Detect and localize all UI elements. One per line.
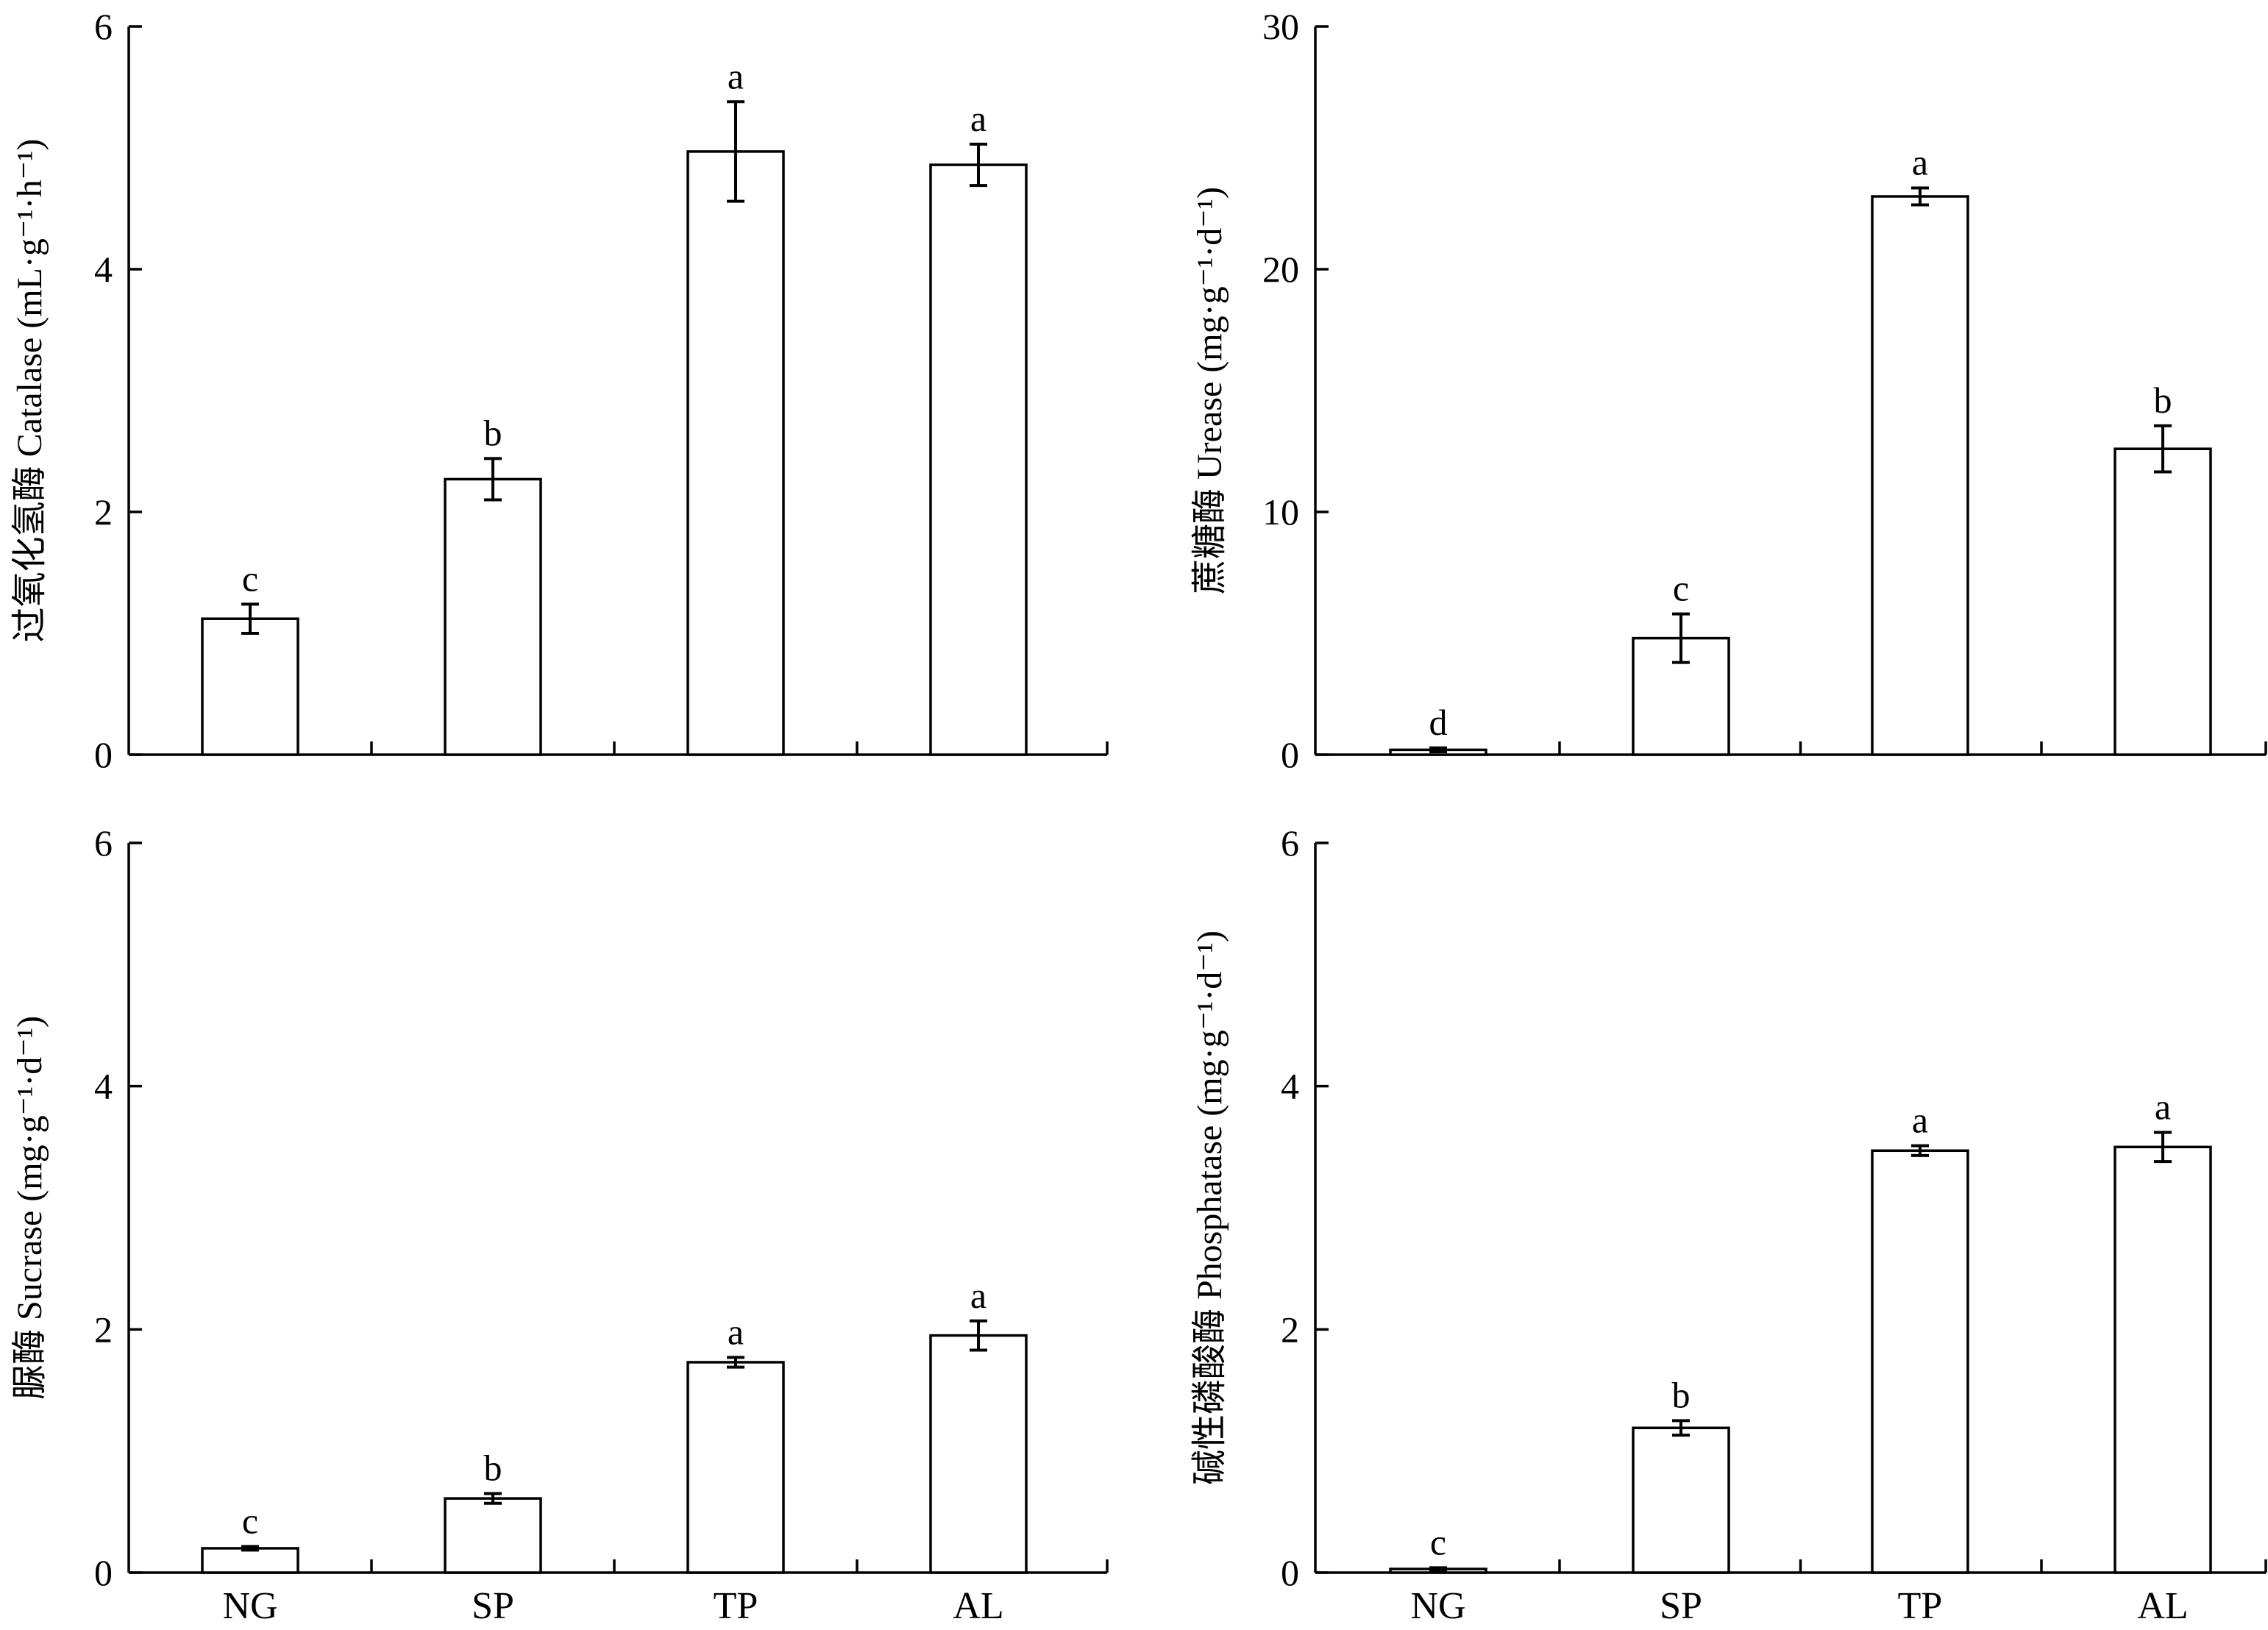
y-tick-label: 2 bbox=[94, 1309, 113, 1350]
y-tick-label: 6 bbox=[94, 6, 113, 47]
significance-label: c bbox=[1430, 1521, 1446, 1562]
bar-al bbox=[929, 163, 1028, 756]
significance-label: b bbox=[484, 1448, 502, 1489]
bar-al bbox=[2114, 1145, 2212, 1574]
y-tick-label: 2 bbox=[94, 491, 113, 533]
y-tick-label: 0 bbox=[94, 734, 113, 775]
y-axis-title-cn: 碱性磷酸酶 bbox=[1190, 1309, 1229, 1485]
y-axis-title-unit: (mg·g⁻¹·d⁻¹) bbox=[10, 1016, 49, 1211]
bar-tp bbox=[686, 1361, 785, 1574]
y-tick-label: 10 bbox=[1262, 491, 1299, 533]
bar-ng bbox=[201, 617, 299, 756]
y-axis-title: 过氧化氢酶 Catalase (mL·g⁻¹·h⁻¹) bbox=[10, 139, 49, 643]
bar-tp bbox=[686, 150, 785, 756]
y-tick-label: 4 bbox=[94, 1066, 113, 1107]
y-axis-title: 碱性磷酸酶 Phosphatase (mg·g⁻¹·d⁻¹) bbox=[1190, 930, 1229, 1485]
significance-label: a bbox=[2155, 1086, 2171, 1127]
significance-label: a bbox=[1912, 141, 1928, 182]
significance-label: c bbox=[242, 558, 258, 599]
y-axis-title: 脲酶 Sucrase (mg·g⁻¹·d⁻¹) bbox=[10, 1016, 49, 1400]
y-tick-label: 6 bbox=[1281, 822, 1299, 864]
y-axis-title-en: Catalase bbox=[10, 338, 49, 466]
bar-al bbox=[2114, 447, 2212, 756]
category-label: SP bbox=[472, 1585, 514, 1627]
y-tick-label: 20 bbox=[1262, 249, 1299, 290]
y-axis-title: 蔗糖酶 Urease (mg·g⁻¹·d⁻¹) bbox=[1190, 187, 1229, 594]
significance-label: c bbox=[1673, 568, 1689, 609]
y-tick-label: 2 bbox=[1281, 1309, 1299, 1350]
significance-label: b bbox=[484, 412, 502, 453]
y-axis-title-en: Phosphatase bbox=[1190, 1125, 1229, 1309]
significance-label: b bbox=[1672, 1374, 1691, 1415]
y-tick-label: 6 bbox=[94, 822, 113, 864]
y-tick-label: 4 bbox=[1281, 1066, 1299, 1107]
category-label: NG bbox=[222, 1585, 277, 1627]
bar-tp bbox=[1871, 195, 1969, 756]
panel-urease: 0 10 20 30 d c a b 蔗糖酶 Urease (mg·g⁻¹·d⁻¹) bbox=[1190, 6, 2267, 775]
bar-sp bbox=[1632, 1426, 1730, 1574]
category-label: SP bbox=[1660, 1585, 1702, 1627]
panel-catalase: 0 2 4 6 c b a a 过氧化氢酶 Catalase (mL·g⁻¹·h⁻¹) bbox=[10, 6, 1109, 775]
significance-label: a bbox=[728, 55, 744, 96]
panel-phosphatase: 0 2 4 6 c NG b SP a TP a AL 碱性磷酸酶 Phosphatase (mg·g⁻… bbox=[1190, 822, 2267, 1627]
bar-sp bbox=[444, 1497, 542, 1574]
y-tick-label: 30 bbox=[1262, 6, 1299, 47]
significance-label: a bbox=[1912, 1100, 1928, 1141]
y-axis-title-unit: (mg·g⁻¹·d⁻¹) bbox=[1190, 187, 1229, 382]
significance-label: d bbox=[1429, 702, 1448, 743]
significance-label: b bbox=[2154, 380, 2172, 421]
bar-al bbox=[929, 1334, 1028, 1574]
category-label: TP bbox=[1898, 1585, 1943, 1627]
significance-label: c bbox=[242, 1500, 258, 1541]
category-label: TP bbox=[714, 1585, 758, 1627]
y-tick-label: 0 bbox=[1281, 1552, 1299, 1593]
y-axis-title-cn: 过氧化氢酶 bbox=[10, 466, 49, 642]
y-tick-label: 0 bbox=[1281, 734, 1299, 775]
y-axis-title-en: Sucrase bbox=[10, 1211, 49, 1329]
y-axis-title-cn: 脲酶 bbox=[10, 1329, 49, 1400]
category-label: AL bbox=[2137, 1585, 2188, 1627]
category-label: NG bbox=[1410, 1585, 1465, 1627]
significance-label: a bbox=[970, 1275, 987, 1316]
y-axis-title-en: Urease bbox=[1190, 382, 1229, 488]
category-label: AL bbox=[953, 1585, 1003, 1627]
bar-tp bbox=[1871, 1149, 1969, 1574]
significance-label: a bbox=[728, 1311, 744, 1352]
y-axis-title-unit: (mL·g⁻¹·h⁻¹) bbox=[10, 139, 49, 338]
y-axis-title-cn: 蔗糖酶 bbox=[1190, 488, 1229, 594]
bar-sp bbox=[444, 477, 542, 756]
bar-ng bbox=[201, 1547, 299, 1574]
significance-label: a bbox=[970, 98, 987, 139]
y-tick-label: 0 bbox=[94, 1552, 113, 1593]
y-axis-title-unit: (mg·g⁻¹·d⁻¹) bbox=[1190, 930, 1229, 1125]
y-tick-label: 4 bbox=[94, 249, 113, 290]
panel-sucrase: 0 2 4 6 c NG b SP a TP a AL 脲酶 Sucrase (mg·g⁻¹·d⁻¹) bbox=[10, 822, 1109, 1627]
